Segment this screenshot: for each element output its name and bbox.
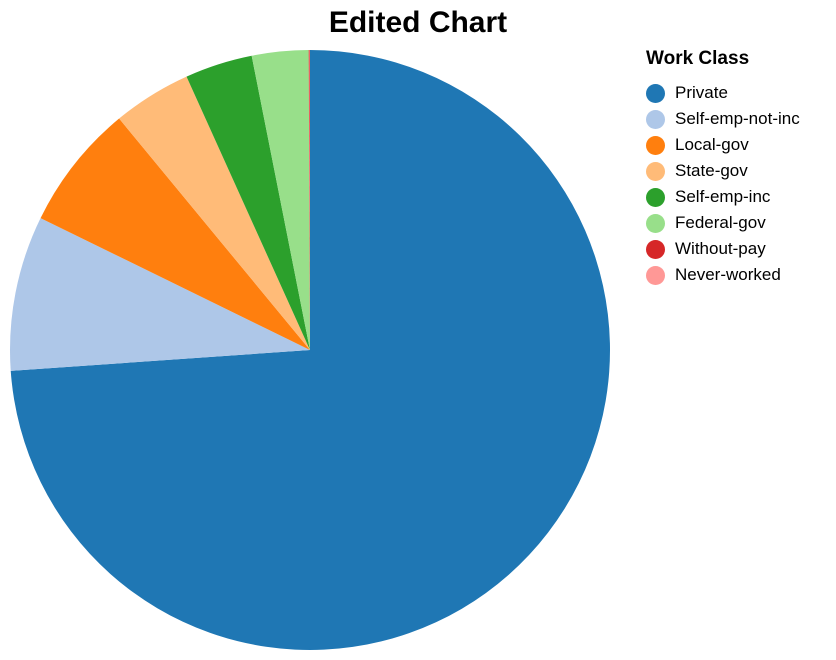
- legend-title: Work Class: [646, 48, 750, 69]
- pie-slice-local-gov: [40, 118, 310, 350]
- legend-item-never-worked: Never-worked: [646, 262, 800, 288]
- legend-item-state-gov: State-gov: [646, 158, 800, 184]
- pie-slice-federal-gov: [251, 50, 310, 350]
- legend-swatch: [646, 213, 665, 233]
- legend-label: Without-pay: [675, 239, 766, 258]
- legend-label: Private: [675, 83, 728, 102]
- legend-label: Never-worked: [675, 265, 781, 284]
- legend-item-self-emp-not-inc: Self-emp-not-inc: [646, 106, 800, 132]
- legend-label: Self-emp-not-inc: [675, 109, 800, 128]
- legend-swatch: [646, 265, 665, 285]
- legend-label: Self-emp-inc: [675, 187, 771, 206]
- legend-item-self-emp-inc: Self-emp-inc: [646, 184, 800, 210]
- legend-swatch: [646, 135, 665, 155]
- legend-item-without-pay: Without-pay: [646, 236, 800, 262]
- legend-swatch: [646, 83, 665, 103]
- legend-label: Federal-gov: [675, 213, 766, 232]
- pie-slice-state-gov: [119, 76, 311, 351]
- legend-item-local-gov: Local-gov: [646, 132, 800, 158]
- chart-title: Edited Chart: [328, 6, 508, 39]
- legend-label: Local-gov: [675, 135, 749, 154]
- legend: Work Class Private Self-emp-not-inc Local-…: [646, 48, 800, 288]
- pie-slice-self-emp-inc: [186, 55, 310, 351]
- legend-item-federal-gov: Federal-gov: [646, 210, 800, 236]
- legend-item-private: Private: [646, 80, 800, 106]
- legend-swatch: [646, 109, 665, 129]
- pie-slice-private: [10, 50, 611, 650]
- pie-slice-self-emp-not-inc: [10, 218, 311, 371]
- legend-label: State-gov: [675, 161, 748, 180]
- legend-swatch: [646, 187, 665, 207]
- pie-slice-without-pay: [308, 50, 310, 350]
- legend-swatch: [646, 161, 665, 181]
- legend-items: Private Self-emp-not-inc Local-gov State-go…: [646, 80, 800, 288]
- legend-swatch: [646, 239, 665, 259]
